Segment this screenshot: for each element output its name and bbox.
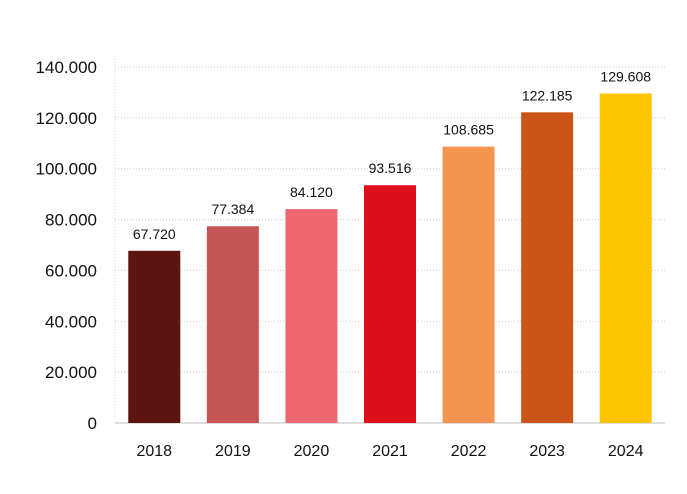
y-tick-label: 20.000 xyxy=(45,363,97,382)
y-tick-label: 0 xyxy=(88,414,97,433)
y-tick-label: 80.000 xyxy=(45,211,97,230)
bar-2022 xyxy=(442,146,495,423)
x-tick-label-2024: 2024 xyxy=(608,443,644,460)
bars xyxy=(128,93,652,424)
x-tick-label-2021: 2021 xyxy=(372,443,408,460)
bar-2021 xyxy=(364,185,416,423)
y-tick-label: 60.000 xyxy=(45,261,97,280)
data-label-2024: 129.608 xyxy=(600,68,651,84)
bar-2020 xyxy=(285,209,338,423)
data-label-2018: 67.720 xyxy=(133,226,176,242)
x-tick-label-2020: 2020 xyxy=(294,443,330,460)
bar-2023 xyxy=(521,112,574,424)
x-tick-label-2019: 2019 xyxy=(215,443,251,460)
bar-2019 xyxy=(206,226,259,423)
bar-2024 xyxy=(599,93,652,424)
data-label-2023: 122.185 xyxy=(522,87,573,103)
y-axis-ticks: 0 20.000 40.000 60.000 80.000 100.000 120.000 1… xyxy=(36,58,97,433)
data-label-2020: 84.120 xyxy=(290,184,333,200)
x-axis-ticks: 2018 2019 2020 2021 2022 2023 2024 xyxy=(136,443,643,460)
x-tick-label-2018: 2018 xyxy=(136,443,172,460)
data-label-2021: 93.516 xyxy=(369,160,412,176)
y-tick-label: 100.000 xyxy=(36,160,97,179)
y-tick-label: 120.000 xyxy=(36,109,97,128)
data-label-2022: 108.685 xyxy=(443,122,494,138)
x-tick-label-2023: 2023 xyxy=(529,443,565,460)
y-tick-label: 140.000 xyxy=(36,58,97,77)
bar-2018 xyxy=(128,250,181,423)
x-tick-label-2022: 2022 xyxy=(451,443,487,460)
y-tick-label: 40.000 xyxy=(45,312,97,331)
data-label-2019: 77.384 xyxy=(211,201,254,217)
data-labels: 67.720 77.384 84.120 93.516 108.685 122.185 12… xyxy=(133,68,651,241)
